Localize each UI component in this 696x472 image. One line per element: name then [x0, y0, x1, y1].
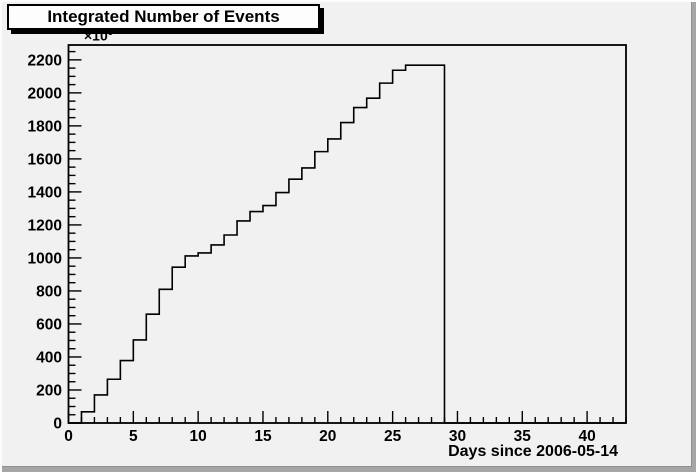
- x-tick-label: 10: [190, 428, 207, 445]
- x-tick-label: 25: [384, 428, 402, 445]
- y-tick-label: 1400: [28, 184, 62, 201]
- y-tick-label: 1200: [28, 217, 62, 234]
- y-tick-label: 600: [36, 316, 62, 333]
- x-tick-label: 35: [514, 428, 532, 445]
- y-tick-label: 1800: [28, 118, 62, 135]
- y-tick-label: 200: [36, 382, 62, 399]
- x-tick-label: 15: [254, 428, 272, 445]
- x-tick-label: 30: [449, 428, 466, 445]
- x-tick-label: 40: [578, 428, 595, 445]
- x-tick-label: 5: [129, 428, 138, 445]
- y-axis-exponent-base: ×10: [84, 27, 108, 44]
- y-tick-label: 1600: [28, 151, 62, 168]
- y-tick-label: 0: [53, 416, 62, 433]
- y-tick-label: 2000: [28, 85, 62, 102]
- y-tick-label: 800: [36, 283, 62, 300]
- y-tick-label: 400: [36, 349, 62, 366]
- y-tick-label: 2200: [28, 52, 62, 69]
- x-tick-label: 0: [64, 428, 73, 445]
- y-axis-exponent-power: 6: [107, 27, 113, 37]
- x-tick-label: 20: [319, 428, 336, 445]
- x-axis-title: Days since 2006-05-14: [448, 443, 618, 460]
- y-tick-label: 1000: [28, 250, 62, 267]
- chart-title: Integrated Number of Events: [47, 7, 280, 26]
- chart-title-box: Integrated Number of Events: [7, 4, 320, 30]
- plot-frame: [67, 44, 627, 424]
- histogram-step-line: [68, 64, 626, 424]
- y-axis-exponent: ×106: [84, 27, 113, 44]
